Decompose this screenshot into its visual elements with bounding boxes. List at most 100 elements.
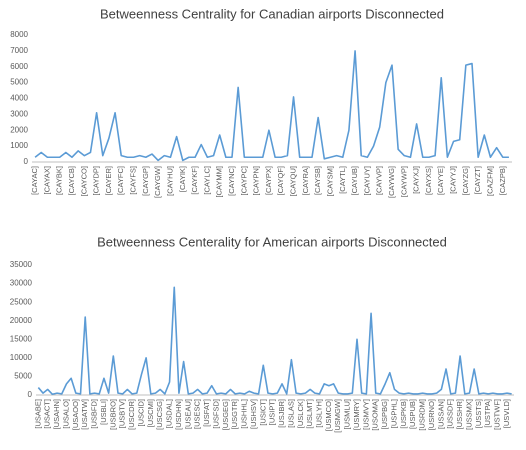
x-tick-label: [USGTR] bbox=[230, 399, 239, 429]
x-tick-label: [CAYZT] bbox=[473, 166, 482, 194]
x-tick-label: [CAYAX] bbox=[42, 166, 51, 194]
x-tick-label: [USAHN] bbox=[52, 399, 61, 429]
y-tick-label: 4000 bbox=[10, 94, 28, 103]
x-tick-label: [CAYQU] bbox=[289, 166, 298, 196]
x-tick-label: [CAYRA] bbox=[301, 166, 310, 195]
x-tick-label: [USBRO] bbox=[108, 399, 117, 430]
x-tick-label: [USTPA] bbox=[483, 399, 492, 428]
x-tick-label: [CAYNC] bbox=[227, 166, 236, 196]
x-tick-label: [USVLD] bbox=[502, 399, 511, 428]
x-tick-label: [CAYQF] bbox=[276, 166, 285, 195]
x-tick-label: [CAYDP] bbox=[92, 166, 101, 195]
x-tick-label: [CAZFM] bbox=[485, 166, 494, 196]
x-tick-label: [CAYWG] bbox=[387, 166, 396, 198]
x-tick-label: [USFSD] bbox=[211, 399, 220, 429]
x-tick-label: [USFAT] bbox=[202, 399, 211, 427]
x-tick-label: [USACT] bbox=[43, 399, 52, 429]
x-tick-label: [USICT] bbox=[258, 399, 267, 426]
x-tick-label: [CAYVP] bbox=[375, 166, 384, 195]
x-tick-label: [USPHL] bbox=[389, 399, 398, 428]
x-tick-label: [USLAS] bbox=[286, 399, 295, 428]
x-tick-label: [CAYGW] bbox=[153, 166, 162, 198]
x-tick-label: [CAYPN] bbox=[252, 166, 261, 195]
x-tick-label: [CAZPB] bbox=[498, 166, 507, 195]
x-tick-label: [USIPT] bbox=[268, 399, 277, 425]
x-tick-label: [CAYAC] bbox=[30, 166, 39, 195]
y-tick-label: 15000 bbox=[10, 334, 33, 343]
y-tick-label: 8000 bbox=[10, 30, 28, 39]
x-tick-label: [USATW] bbox=[80, 399, 89, 430]
x-tick-label: [USCMI] bbox=[146, 399, 155, 427]
x-tick-label: [USMVY] bbox=[361, 399, 370, 430]
x-tick-label: [USDAL] bbox=[165, 399, 174, 428]
x-tick-label: [USBLI] bbox=[99, 399, 108, 425]
x-tick-label: [USSDF] bbox=[446, 399, 455, 429]
x-tick-label: [USJBR] bbox=[277, 399, 286, 428]
x-tick-label: [CAYFC] bbox=[116, 166, 125, 195]
y-tick-label: 20000 bbox=[10, 316, 33, 325]
x-tick-label: [CAYGP] bbox=[141, 166, 150, 196]
x-tick-label: [USALO] bbox=[61, 399, 70, 429]
x-tick-label: [USMRY] bbox=[352, 399, 361, 430]
x-tick-label: [CAYLC] bbox=[202, 166, 211, 195]
x-tick-label: [CAYTL] bbox=[338, 166, 347, 194]
y-tick-label: 0 bbox=[24, 157, 29, 166]
x-tick-label: [USPUB] bbox=[408, 399, 417, 429]
x-tick-label: [USHHL] bbox=[240, 399, 249, 429]
x-tick-label: [USPBG] bbox=[380, 399, 389, 429]
x-tick-label: [USSMX] bbox=[464, 399, 473, 430]
x-tick-label: [USCSG] bbox=[155, 399, 164, 430]
y-tick-label: 6000 bbox=[10, 62, 28, 71]
x-tick-label: [CAYZG] bbox=[461, 166, 470, 195]
chart-title: Betweenness Centrality for Canadian airp… bbox=[100, 6, 444, 21]
x-tick-label: [USOMA] bbox=[371, 399, 380, 431]
x-tick-label: [CAYSB] bbox=[313, 166, 322, 195]
x-tick-label: [USABE] bbox=[33, 399, 42, 429]
y-tick-label: 2000 bbox=[10, 125, 28, 134]
x-tick-label: [USHSV] bbox=[249, 399, 258, 429]
x-tick-label: [CAYUB] bbox=[350, 166, 359, 195]
x-tick-label: [CAYUY] bbox=[362, 166, 371, 195]
x-tick-label: [CAYWP] bbox=[399, 166, 408, 197]
x-tick-label: [USDHN] bbox=[174, 399, 183, 430]
x-tick-label: [CAYCO] bbox=[79, 166, 88, 196]
x-tick-label: [USMCO] bbox=[324, 399, 333, 431]
x-tick-label: [CAYBK] bbox=[55, 166, 64, 195]
x-tick-label: [CAYYJ] bbox=[449, 166, 458, 194]
y-tick-label: 10000 bbox=[10, 353, 33, 362]
x-tick-label: [USAOO] bbox=[71, 399, 80, 430]
x-tick-label: [USMLU] bbox=[343, 399, 352, 429]
x-tick-label: [USCDR] bbox=[127, 399, 136, 430]
x-tick-label: [USLCK] bbox=[296, 399, 305, 428]
x-tick-label: [USGEG] bbox=[221, 399, 230, 430]
x-tick-label: [USSTS] bbox=[474, 399, 483, 428]
x-tick-label: [CAYXS] bbox=[424, 166, 433, 195]
x-tick-label: [CAYIK] bbox=[178, 166, 187, 192]
y-tick-label: 5000 bbox=[14, 372, 32, 381]
x-tick-label: [USMGW] bbox=[333, 399, 342, 433]
y-tick-label: 3000 bbox=[10, 109, 28, 118]
x-tick-label: [CAYHU] bbox=[165, 166, 174, 196]
x-tick-label: [USESC] bbox=[193, 399, 202, 429]
x-tick-label: [CAYSM] bbox=[325, 166, 334, 196]
x-tick-label: [USRNO] bbox=[427, 399, 436, 430]
x-tick-label: [USSHR] bbox=[455, 399, 464, 429]
x-tick-label: [USRDM] bbox=[418, 399, 427, 431]
y-tick-label: 30000 bbox=[10, 279, 33, 288]
x-tick-label: [USSAN] bbox=[436, 399, 445, 429]
y-tick-label: 7000 bbox=[10, 46, 28, 55]
x-tick-label: [USEAU] bbox=[183, 399, 192, 429]
y-tick-label: 5000 bbox=[10, 78, 28, 87]
y-tick-label: 0 bbox=[28, 390, 33, 399]
x-tick-label: [USLMT] bbox=[305, 399, 314, 429]
x-tick-label: [CAYER] bbox=[104, 166, 113, 195]
y-tick-label: 35000 bbox=[10, 260, 33, 269]
x-tick-label: [USCID] bbox=[136, 399, 145, 427]
x-tick-label: [CAYPC] bbox=[239, 166, 248, 195]
x-tick-label: [CAYCB] bbox=[67, 166, 76, 195]
x-tick-label: [USLYH] bbox=[315, 399, 324, 428]
x-tick-label: [CAYXJ] bbox=[412, 166, 421, 194]
x-tick-label: [CAYFS] bbox=[129, 166, 138, 195]
chart-title: Betweenness Centerality for American air… bbox=[97, 234, 447, 249]
